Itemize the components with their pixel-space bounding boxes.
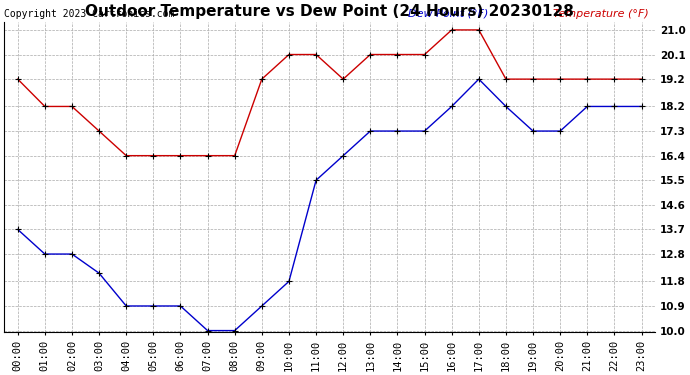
Title: Outdoor Temperature vs Dew Point (24 Hours) 20230128: Outdoor Temperature vs Dew Point (24 Hou…: [85, 4, 574, 19]
Text: Dew Point (°F): Dew Point (°F): [408, 9, 488, 19]
Text: Copyright 2023 Cartronics.com: Copyright 2023 Cartronics.com: [4, 9, 175, 19]
Text: Temperature (°F): Temperature (°F): [553, 9, 649, 19]
